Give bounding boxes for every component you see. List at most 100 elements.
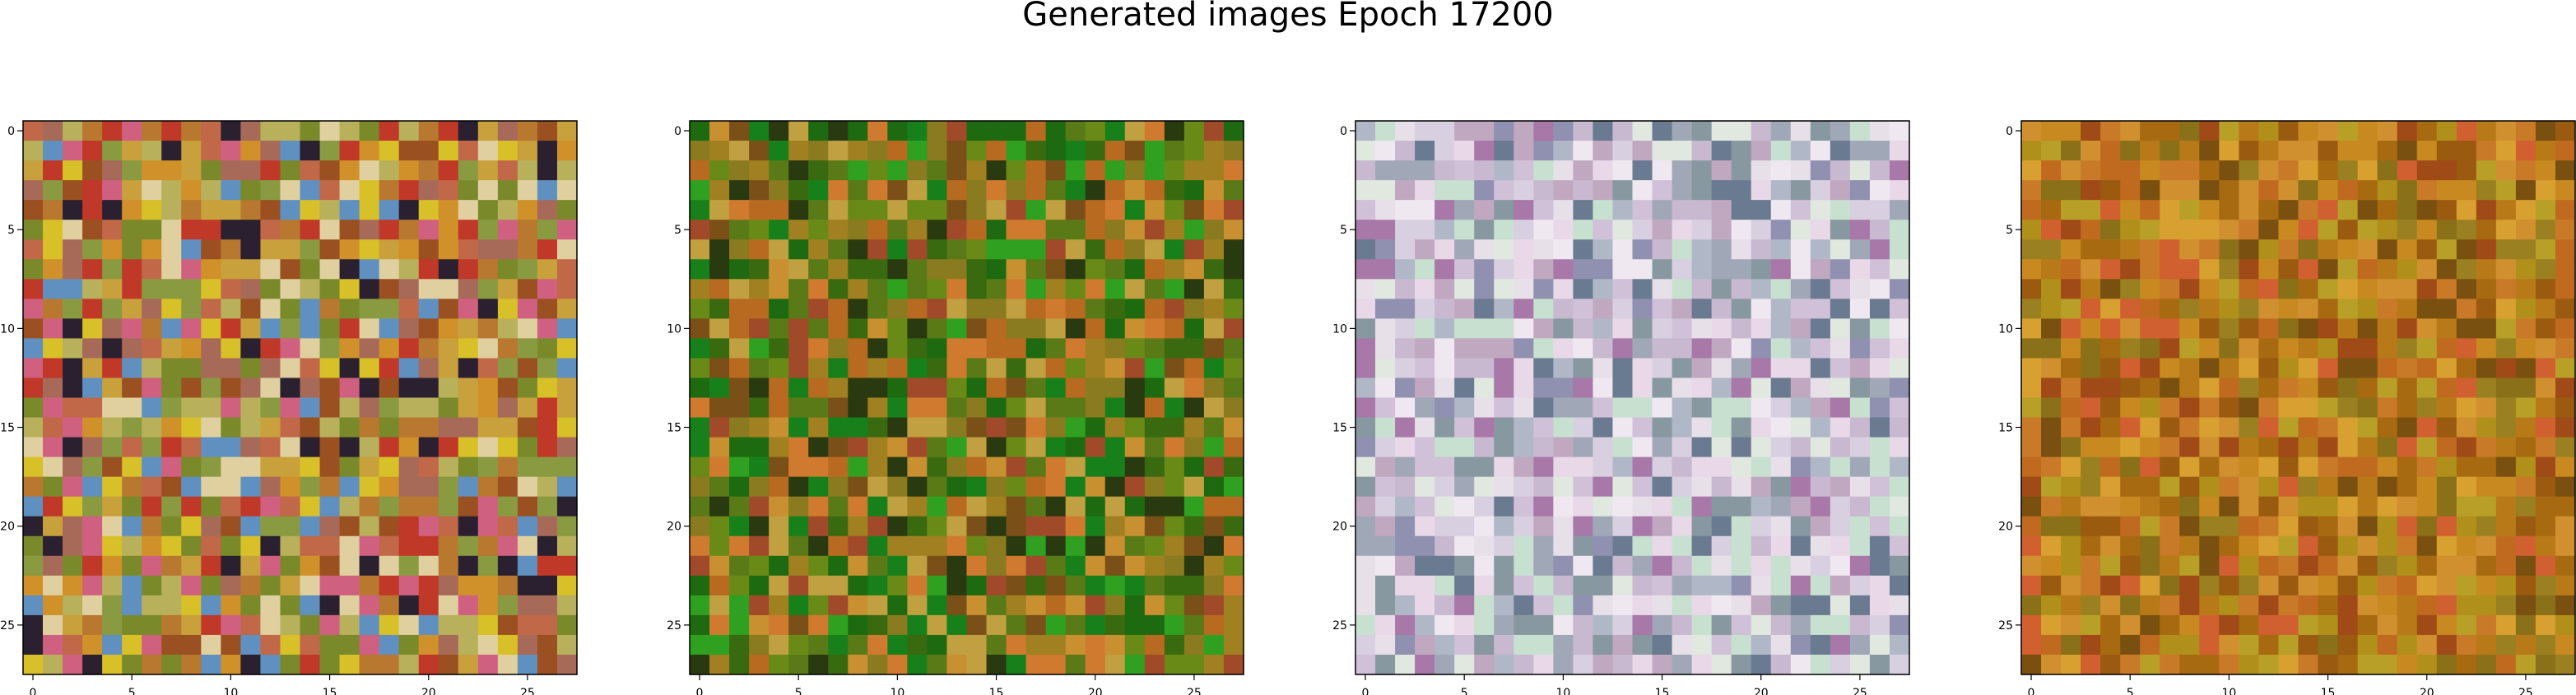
pixel-cell [477, 456, 499, 478]
pixel-cell [2081, 239, 2101, 260]
pixel-cell [1514, 358, 1534, 379]
pixel-cell [1830, 200, 1851, 220]
pixel-cell [907, 575, 928, 596]
pixel-cell [1474, 141, 1495, 161]
pixel-cell [201, 555, 221, 577]
pixel-cell [1830, 378, 1851, 399]
pixel-cell [1375, 141, 1396, 161]
pixel-cell [1494, 397, 1514, 419]
pixel-cell [729, 378, 750, 399]
pixel-cell [1183, 516, 1205, 537]
pixel-cell [946, 476, 968, 498]
pixel-cell [339, 160, 360, 181]
pixel-cell [2041, 180, 2062, 201]
pixel-cell [1045, 614, 1067, 636]
pixel-cell [2416, 200, 2438, 220]
pixel-cell [749, 456, 770, 478]
pixel-cell [23, 180, 44, 201]
pixel-cell [1790, 121, 1811, 141]
pixel-cell [1533, 437, 1554, 458]
pixel-cell [2219, 555, 2239, 577]
pixel-cell [2515, 220, 2536, 240]
pixel-cell [2160, 279, 2180, 299]
pixel-cell [1593, 200, 1614, 220]
axes-frame [1355, 120, 1910, 675]
pixel-cell [2515, 141, 2536, 161]
pixel-cell [221, 654, 241, 675]
pixel-cell [537, 318, 558, 339]
pixel-cell [23, 358, 44, 379]
pixel-cell [2495, 614, 2517, 636]
pixel-cell [300, 634, 321, 656]
pixel-cell [2357, 555, 2378, 577]
pixel-cell [2535, 378, 2556, 399]
pixel-cell [1164, 496, 1185, 517]
pixel-cell [1355, 437, 1376, 458]
pixel-cell [1454, 279, 1475, 299]
pixel-cell [828, 378, 849, 399]
pixel-cell [2495, 456, 2517, 478]
pixel-cell [2337, 595, 2359, 616]
pixel-cell [2179, 160, 2200, 181]
pixel-cell [907, 279, 928, 299]
pixel-cell [2357, 496, 2378, 517]
pixel-cell [1632, 595, 1653, 616]
pixel-cell [1124, 338, 1146, 359]
pixel-cell [1164, 654, 1185, 675]
pixel-cell [1573, 437, 1594, 458]
pixel-cell [927, 437, 948, 458]
pixel-cell [1790, 417, 1811, 438]
pixel-cell [2061, 338, 2081, 359]
pixel-cell [1672, 160, 1693, 181]
pixel-cell [2298, 555, 2319, 577]
pixel-cell [2041, 338, 2062, 359]
pixel-cell [1415, 654, 1435, 675]
pixel-cell [1474, 575, 1495, 596]
pixel-cell [2021, 318, 2042, 339]
pixel-cell [2456, 358, 2477, 379]
pixel-cell [2021, 141, 2042, 161]
pixel-cell [280, 318, 301, 339]
pixel-cell [907, 555, 928, 577]
pixel-cell [260, 220, 281, 240]
pixel-cell [1494, 654, 1514, 675]
pixel-cell [907, 476, 928, 498]
pixel-cell [1203, 338, 1225, 359]
pixel-cell [1849, 575, 1871, 596]
pixel-cell [1415, 417, 1435, 438]
pixel-cell [2140, 378, 2160, 399]
pixel-cell [1395, 417, 1416, 438]
pixel-cell [1889, 239, 1910, 260]
pixel-cell [319, 141, 341, 161]
pixel-cell [1514, 555, 1534, 577]
pixel-cell [2377, 575, 2398, 596]
pixel-cell [1223, 121, 1244, 141]
pixel-cell [769, 417, 789, 438]
pixel-cell [2436, 220, 2457, 240]
pixel-cell [2239, 239, 2260, 260]
pixel-cell [497, 141, 518, 161]
pixel-cell [438, 378, 459, 399]
pixel-cell [2061, 417, 2081, 438]
pixel-cell [1849, 259, 1871, 280]
pixel-cell [1045, 397, 1067, 419]
pixel-cell [1770, 555, 1792, 577]
pixel-cell [2337, 121, 2359, 141]
pixel-cell [556, 595, 578, 616]
pixel-cell [2258, 378, 2280, 399]
pixel-cell [1203, 259, 1225, 280]
pixel-cell [339, 456, 360, 478]
pixel-cell [1415, 121, 1435, 141]
pixel-cell [986, 555, 1007, 577]
pixel-cell [1183, 437, 1205, 458]
pixel-cell [418, 180, 439, 201]
pixel-cell [2179, 516, 2200, 537]
pixel-cell [2199, 338, 2220, 359]
pixel-cell [339, 654, 360, 675]
pixel-cell [2555, 259, 2576, 280]
pixel-cell [1711, 141, 1732, 161]
pixel-cell [690, 456, 710, 478]
pixel-cell [1375, 180, 1396, 201]
pixel-cell [438, 160, 459, 181]
pixel-cell [102, 575, 123, 596]
